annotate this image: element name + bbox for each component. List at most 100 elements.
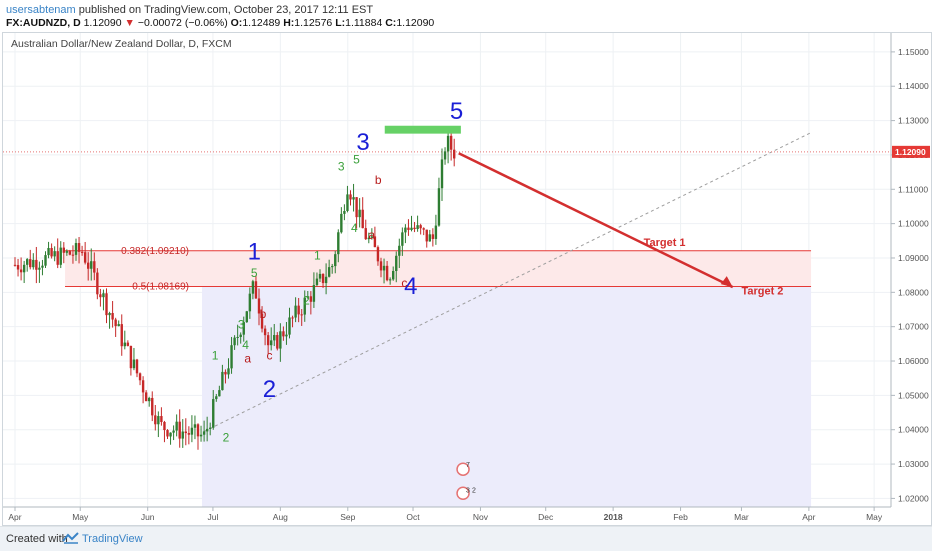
close-value: 1.12090 bbox=[396, 17, 435, 29]
time-axis-label: Mar bbox=[734, 512, 749, 522]
time-axis-label: Apr bbox=[8, 512, 21, 522]
candle-body bbox=[364, 228, 367, 240]
candle-body bbox=[361, 209, 364, 229]
candle-body bbox=[169, 432, 172, 437]
price-axis-background bbox=[891, 33, 931, 525]
candle-body bbox=[68, 251, 72, 255]
candle-body bbox=[126, 342, 130, 346]
candle-body bbox=[141, 380, 145, 393]
candle-body bbox=[148, 397, 151, 402]
candle-body bbox=[297, 305, 300, 315]
author-link[interactable]: usersabtenam bbox=[6, 4, 76, 16]
price-axis-label: 1.06000 bbox=[898, 356, 929, 366]
time-axis-label: Sep bbox=[340, 512, 355, 522]
candle-body bbox=[382, 265, 386, 271]
target-1-label: Target 1 bbox=[644, 237, 686, 249]
candle-body bbox=[199, 434, 203, 437]
chart-panel[interactable]: 0.382(1.09210) 0.5(1.08169) Target 1 Target… bbox=[2, 32, 932, 526]
wave-label-minor-4: 4 bbox=[242, 338, 249, 352]
candle-body bbox=[254, 281, 258, 299]
candle-body bbox=[312, 285, 316, 302]
candle-body bbox=[108, 313, 111, 316]
candle-body bbox=[74, 243, 78, 255]
candle-body bbox=[187, 433, 191, 435]
candle-body bbox=[44, 255, 47, 266]
fib-zone bbox=[65, 250, 812, 287]
event-badge-count: 7 bbox=[466, 462, 470, 469]
candle-body bbox=[236, 336, 239, 338]
price-change: −0.00072 (−0.06%) bbox=[137, 17, 228, 29]
wave-label-b: b bbox=[260, 307, 267, 321]
candle-body bbox=[99, 294, 102, 298]
candle-body bbox=[56, 251, 59, 265]
tradingview-logo-icon bbox=[62, 532, 79, 544]
candle-body bbox=[111, 313, 114, 320]
candle-body bbox=[337, 232, 340, 255]
candle-body bbox=[38, 267, 41, 270]
candle-body bbox=[218, 390, 221, 397]
candle-body bbox=[263, 328, 267, 336]
candle-body bbox=[215, 396, 218, 400]
candle-body bbox=[392, 270, 395, 280]
time-axis-label: 2018 bbox=[604, 512, 623, 522]
candle-body bbox=[437, 188, 441, 226]
candle-body bbox=[270, 340, 273, 346]
candle-body bbox=[120, 324, 123, 347]
resistance-box bbox=[384, 125, 461, 134]
price-axis-label: 1.09000 bbox=[898, 253, 929, 263]
price-axis-label: 1.13000 bbox=[898, 116, 929, 126]
price-axis-label: 1.05000 bbox=[898, 390, 929, 400]
candle-body bbox=[166, 430, 169, 437]
price-axis-label: 1.08000 bbox=[898, 287, 929, 297]
candle-body bbox=[224, 371, 227, 375]
price-axis-label: 1.15000 bbox=[898, 47, 929, 57]
price-axis-label: 1.11000 bbox=[898, 184, 928, 194]
tradingview-brand-link[interactable]: TradingView bbox=[82, 533, 143, 545]
time-axis-label: Dec bbox=[538, 512, 554, 522]
price-axis-label: 1.10000 bbox=[898, 219, 929, 229]
candle-body bbox=[443, 151, 447, 160]
candle-body bbox=[35, 259, 38, 270]
candle-body bbox=[355, 197, 358, 218]
close-label: C: bbox=[385, 17, 397, 29]
event-badge-count: 2 bbox=[472, 487, 476, 494]
candle-body bbox=[242, 322, 245, 335]
last-price-tag bbox=[892, 145, 930, 158]
candle-body bbox=[446, 135, 450, 152]
wave-label-primary-5: 5 bbox=[450, 98, 463, 125]
created-with-text: Created with bbox=[6, 533, 68, 545]
price-chart[interactable]: 0.382(1.09210) 0.5(1.08169) Target 1 Target… bbox=[3, 33, 931, 525]
candle-body bbox=[13, 264, 17, 266]
ohlc-line: FX:AUDNZD, D 1.12090 ▼ −0.00072 (−0.06%)… bbox=[6, 17, 434, 29]
candle-body bbox=[47, 248, 50, 256]
candle-body bbox=[266, 335, 270, 346]
wave-label-primary-3: 3 bbox=[356, 129, 369, 156]
candle-body bbox=[71, 254, 75, 256]
candle-body bbox=[388, 279, 392, 281]
candle-body bbox=[285, 334, 288, 337]
candle-body bbox=[132, 359, 136, 369]
candle-body bbox=[83, 252, 87, 263]
target-2-label: Target 2 bbox=[741, 286, 783, 298]
candle-body bbox=[324, 276, 328, 284]
trend-line bbox=[204, 132, 812, 432]
candle-body bbox=[422, 228, 425, 230]
candle-body bbox=[26, 259, 29, 265]
footer-bar: Created with TradingView bbox=[0, 526, 932, 551]
candle-body bbox=[32, 259, 35, 268]
candle-body bbox=[398, 245, 401, 256]
candle-body bbox=[327, 267, 331, 277]
wave-label-primary-2: 2 bbox=[263, 376, 276, 403]
candle-body bbox=[102, 293, 105, 298]
candle-body bbox=[379, 261, 383, 271]
time-axis-label: Feb bbox=[673, 512, 688, 522]
wave-label-minor-1b: 1 bbox=[314, 249, 321, 263]
candle-body bbox=[273, 335, 276, 341]
target-arrow-line bbox=[458, 152, 734, 289]
candle-body bbox=[306, 296, 309, 298]
price-axis-label: 1.14000 bbox=[898, 81, 929, 91]
candle-body bbox=[154, 415, 157, 425]
candle-body bbox=[300, 314, 303, 316]
candle-body bbox=[370, 236, 374, 238]
candle-body bbox=[96, 272, 99, 295]
